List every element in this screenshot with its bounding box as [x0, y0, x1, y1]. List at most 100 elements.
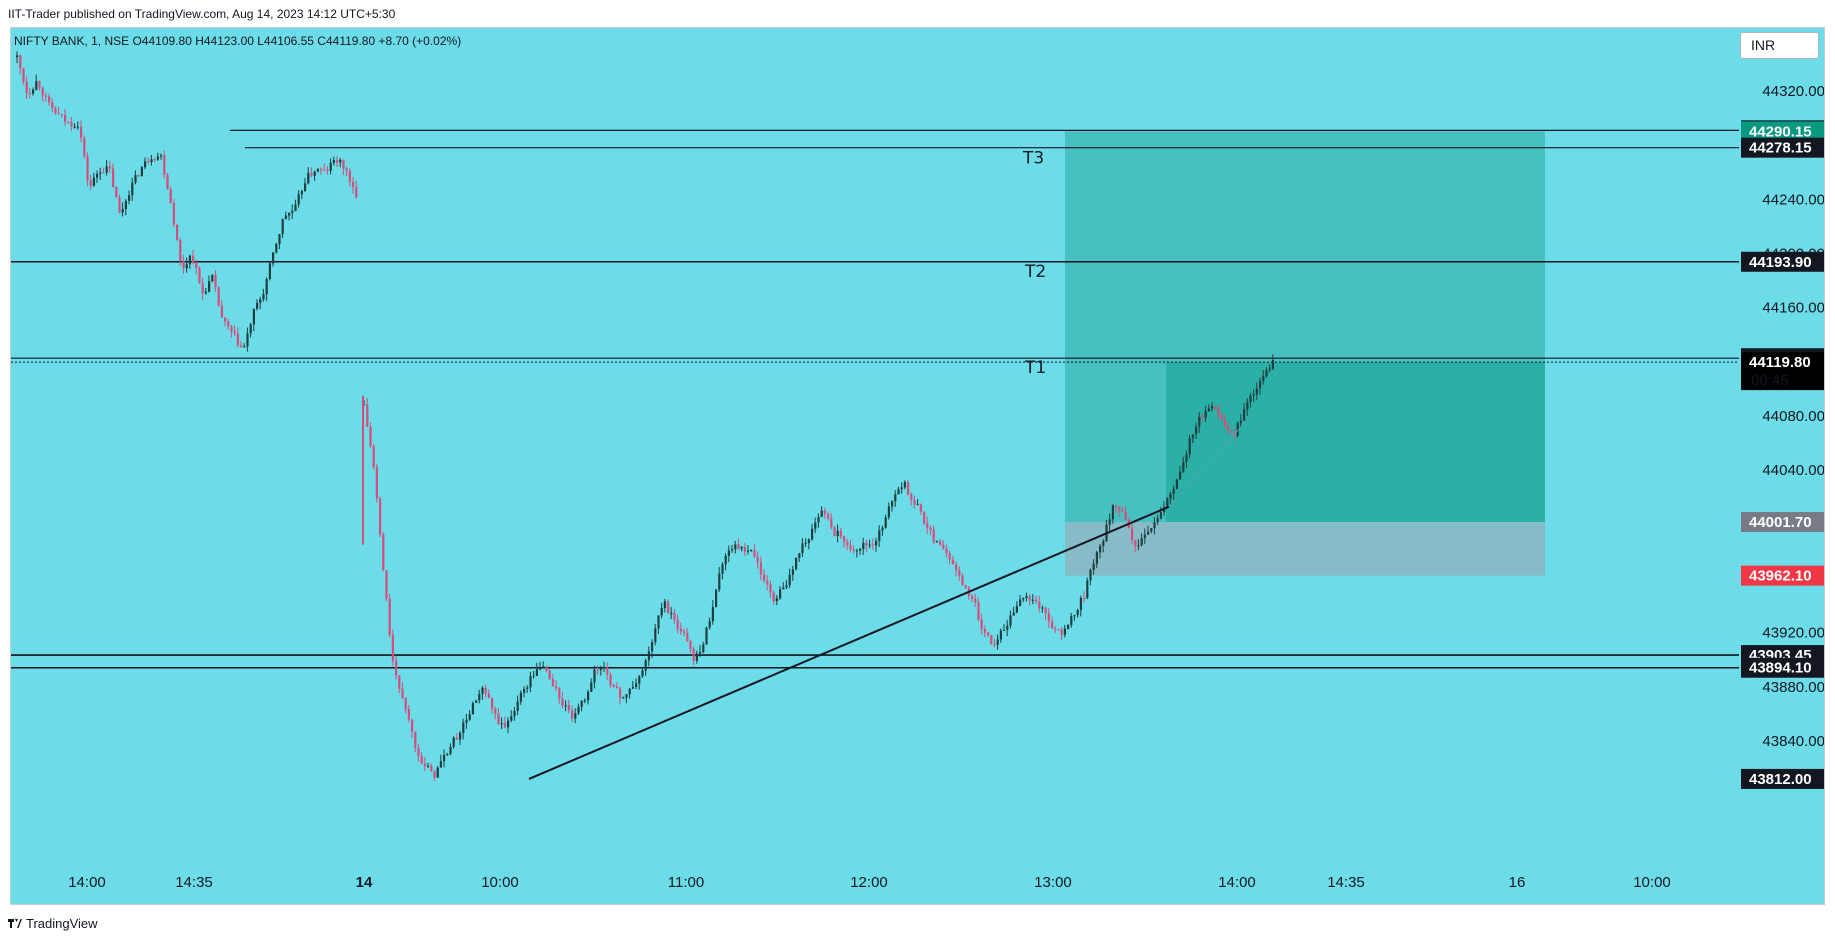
candle-up: [188, 255, 191, 265]
candlestick-chart[interactable]: T3T2T144320.0044280.0044240.0044200.0044…: [11, 28, 1825, 905]
candle-down: [942, 544, 945, 549]
candle-up: [134, 174, 137, 183]
chart-frame[interactable]: T3T2T144320.0044280.0044240.0044200.0044…: [10, 27, 1825, 905]
candle-down: [220, 305, 223, 318]
candle-up: [715, 589, 718, 607]
candle-up: [631, 686, 634, 689]
candle-up: [516, 701, 519, 711]
price-badge-label: 44278.15: [1749, 140, 1812, 157]
candle-up: [593, 669, 596, 683]
candle-down: [743, 546, 746, 552]
price-badge-label: 44001.70: [1749, 514, 1812, 531]
currency-button[interactable]: INR: [1740, 32, 1819, 59]
candle-down: [1051, 621, 1054, 629]
footer-brand[interactable]: TradingView: [8, 913, 98, 933]
time-axis[interactable]: [11, 865, 1739, 905]
candle-down: [423, 763, 426, 766]
candle-up: [275, 244, 278, 253]
candle-up: [35, 81, 38, 90]
candle-down: [214, 274, 217, 288]
candle-down: [236, 333, 239, 346]
candle-down: [619, 688, 622, 699]
candle-up: [92, 177, 95, 186]
candle-up: [459, 733, 462, 740]
candle-down: [990, 635, 993, 645]
candle-down: [420, 755, 423, 764]
candle-up: [535, 669, 538, 676]
target-label-t2: T2: [1024, 262, 1046, 282]
candle-down: [753, 550, 756, 557]
candle-up: [903, 482, 906, 488]
candle-down: [766, 580, 769, 585]
candle-up: [124, 200, 127, 210]
price-axis[interactable]: [1739, 28, 1825, 905]
candle-up: [446, 754, 449, 756]
candle-up: [481, 687, 484, 694]
candle-up: [465, 719, 468, 723]
time-tick-label: 14:35: [175, 874, 213, 891]
candle-up: [718, 573, 721, 590]
candle-up: [583, 700, 586, 702]
candle-down: [667, 601, 670, 614]
chart-background: [11, 28, 1824, 904]
price-badge-label: 44119.80: [1749, 354, 1811, 371]
candle-down: [326, 170, 329, 172]
candle-up: [1025, 596, 1028, 599]
candle-down: [932, 529, 935, 542]
candle-down: [395, 660, 398, 676]
candle-up: [1076, 610, 1079, 616]
candle-up: [721, 564, 724, 574]
profit-zone-filled: [1166, 362, 1545, 523]
price-badge: [1741, 657, 1824, 678]
candle-down: [19, 55, 22, 69]
price-badge-label: 43812.00: [1749, 771, 1812, 788]
time-tick-label: 10:00: [481, 874, 519, 891]
candle-down: [987, 632, 990, 636]
candle-up: [316, 169, 319, 172]
candle-down: [1131, 528, 1134, 541]
candle-down: [89, 180, 92, 186]
candle-up: [281, 218, 284, 235]
candle-down: [1223, 419, 1226, 427]
candle-up: [795, 558, 798, 570]
candle-up: [510, 716, 513, 721]
candle-up: [297, 194, 300, 205]
candle-up: [820, 510, 823, 517]
candle-up: [471, 702, 474, 715]
candle-up: [1156, 518, 1159, 523]
candle-down: [843, 536, 846, 543]
candle-up: [1067, 625, 1070, 629]
candle-up: [1195, 426, 1198, 435]
candle-up: [695, 653, 698, 661]
price-tick-label: 44160.00: [1762, 300, 1825, 317]
candle-up: [539, 667, 542, 670]
candle-down: [398, 675, 401, 689]
candle-down: [182, 260, 185, 269]
candle-down: [198, 268, 201, 284]
candle-up: [782, 587, 785, 590]
candle-down: [865, 542, 868, 546]
candle-down: [179, 239, 182, 261]
stop-zone[interactable]: [1065, 522, 1545, 576]
candle-down: [1044, 607, 1047, 614]
candle-down: [1121, 510, 1124, 512]
candle-down: [737, 544, 740, 549]
candle-down: [1115, 505, 1118, 508]
price-badge: [1741, 251, 1824, 272]
candle-down: [391, 635, 394, 661]
candle-down: [355, 186, 358, 198]
candle-down: [491, 697, 494, 709]
candle-down: [689, 641, 692, 649]
candle-down: [112, 168, 115, 188]
candle-down: [1227, 426, 1230, 431]
candle-down: [926, 523, 929, 528]
candle-down: [487, 693, 490, 698]
trend-line[interactable]: [528, 505, 1170, 780]
candle-up: [449, 746, 452, 755]
candle-up: [750, 550, 753, 552]
countdown-label: 00:45: [1751, 372, 1789, 389]
candle-down: [414, 731, 417, 748]
candle-down: [1035, 599, 1038, 602]
candle-down: [310, 173, 313, 176]
candle-down: [1060, 629, 1063, 635]
